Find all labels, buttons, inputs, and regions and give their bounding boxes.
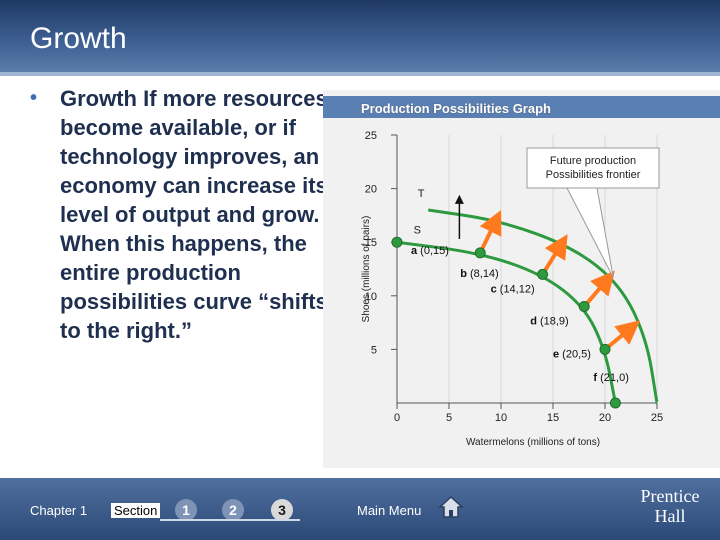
- production-possibilities-chart: 5 10 15 20 25 0 5 10 15 20 25 Watermelons (millions…: [323, 96, 720, 448]
- data-label-4: e (20,5): [553, 348, 591, 360]
- data-point-0: [391, 236, 403, 248]
- home-icon[interactable]: [438, 495, 464, 519]
- section-2-button[interactable]: 2: [222, 499, 244, 521]
- data-label-0: a (0,15): [411, 245, 449, 257]
- shift-arrow-3: [603, 320, 641, 351]
- callout-text-line-2: Possibilities frontier: [546, 169, 641, 181]
- y-tick-label-20: 20: [365, 184, 377, 196]
- x-tick-label-15: 15: [547, 412, 559, 424]
- logo-line-2: Hall: [654, 506, 686, 526]
- data-label-letter-3: d: [530, 316, 537, 328]
- section-1-button[interactable]: 1: [175, 499, 197, 521]
- bullet-lead: Growth: [60, 86, 137, 111]
- y-tick-label-15: 15: [365, 237, 377, 249]
- data-label-coords-3: (18,9): [537, 316, 569, 328]
- data-point-4: [599, 343, 611, 355]
- title-bar: [0, 0, 720, 75]
- y-axis-label: Shoes (millions of pairs): [361, 216, 372, 323]
- data-point-2: [537, 268, 549, 280]
- x-tick-label-10: 10: [495, 412, 507, 424]
- section-3-button[interactable]: 3: [271, 499, 293, 521]
- data-point-3: [578, 301, 590, 313]
- shift-arrow-2: [582, 270, 615, 308]
- series-line-0: [396, 240, 617, 404]
- x-tick-label-5: 5: [446, 412, 452, 424]
- callout-box: [526, 147, 660, 189]
- logo-line-1: Prentice: [640, 486, 700, 506]
- bullet-body: If more resources become available, or i…: [60, 86, 328, 343]
- x-axis-label: Watermelons (millions of tons): [466, 437, 600, 448]
- section-label: Section: [111, 503, 161, 518]
- slide-title: Growth: [30, 22, 127, 55]
- data-label-coords-4: (20,5): [559, 348, 591, 360]
- data-point-1: [474, 247, 486, 259]
- y-tick-label-10: 10: [365, 291, 377, 303]
- shift-arrow-0: [478, 209, 502, 254]
- prentice-hall-logo: Prentice Hall: [630, 486, 710, 526]
- data-point-5: [609, 397, 621, 409]
- chart-title-band: [323, 96, 720, 118]
- chapter-label: Chapter 1: [30, 503, 88, 518]
- data-label-5: f (21,0): [593, 372, 628, 384]
- data-label-letter-0: a: [411, 245, 418, 257]
- data-label-1: b (8,14): [460, 268, 499, 280]
- data-label-coords-2: (14,12): [497, 283, 535, 295]
- callout-pointer: [566, 187, 614, 278]
- y-tick-label-25: 25: [365, 130, 377, 142]
- bullet-dot-icon: •: [30, 87, 38, 109]
- bullet-text-block: Growth If more resources become availabl…: [60, 84, 335, 345]
- chart-title: Production Possibilities Graph: [361, 101, 551, 116]
- data-label-2: c (14,12): [491, 283, 535, 295]
- title-bar-rule: [0, 72, 720, 76]
- x-tick-label-0: 0: [394, 412, 400, 424]
- callout-text-line-1: Future production: [550, 155, 636, 167]
- data-label-3: d (18,9): [530, 316, 569, 328]
- curve-annotation-S: S: [414, 225, 421, 237]
- shift-arrow-1: [540, 234, 568, 276]
- x-tick-label-25: 25: [651, 412, 663, 424]
- curve-annotation-T: T: [418, 188, 425, 200]
- data-label-letter-4: e: [553, 348, 559, 360]
- series-line-1: [427, 208, 659, 404]
- data-label-letter-2: c: [491, 283, 497, 295]
- main-menu-link[interactable]: Main Menu: [357, 503, 422, 518]
- data-label-letter-1: b: [460, 268, 467, 280]
- data-label-coords-1: (8,14): [467, 268, 499, 280]
- data-label-coords-5: (21,0): [597, 372, 629, 384]
- section-underline: [160, 519, 300, 521]
- y-tick-label-5: 5: [371, 344, 377, 356]
- x-tick-label-20: 20: [599, 412, 611, 424]
- data-label-coords-0: (0,15): [417, 245, 449, 257]
- data-label-letter-5: f: [593, 372, 597, 384]
